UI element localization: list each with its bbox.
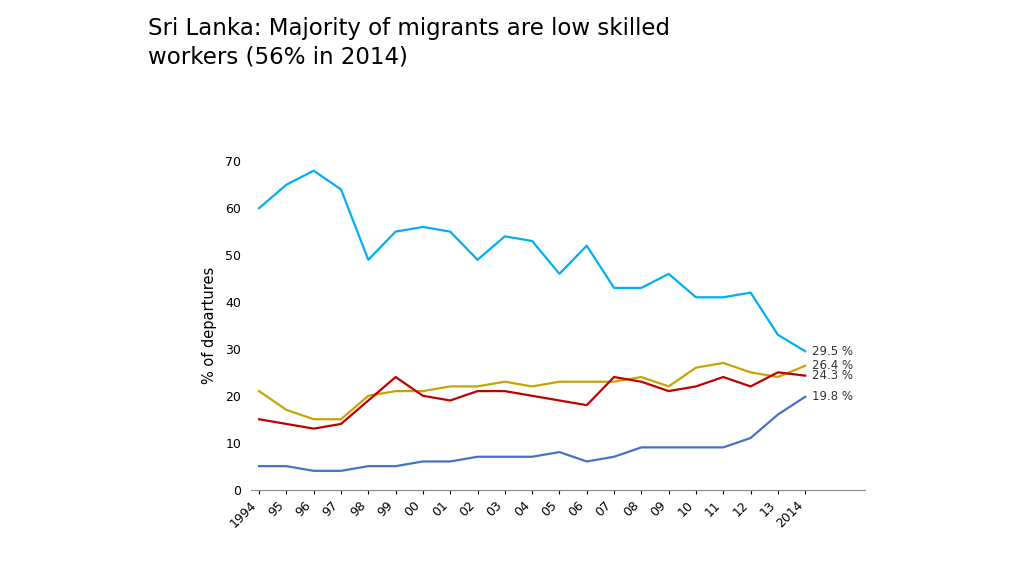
- Y-axis label: % of departures: % of departures: [202, 267, 217, 384]
- Text: 24.3 %: 24.3 %: [812, 369, 853, 382]
- Text: Sri Lanka: Majority of migrants are low skilled
workers (56% in 2014): Sri Lanka: Majority of migrants are low …: [148, 17, 671, 69]
- Text: 26.4 %: 26.4 %: [812, 359, 853, 372]
- Text: 19.8 %: 19.8 %: [812, 390, 853, 403]
- Text: 29.5 %: 29.5 %: [812, 345, 853, 358]
